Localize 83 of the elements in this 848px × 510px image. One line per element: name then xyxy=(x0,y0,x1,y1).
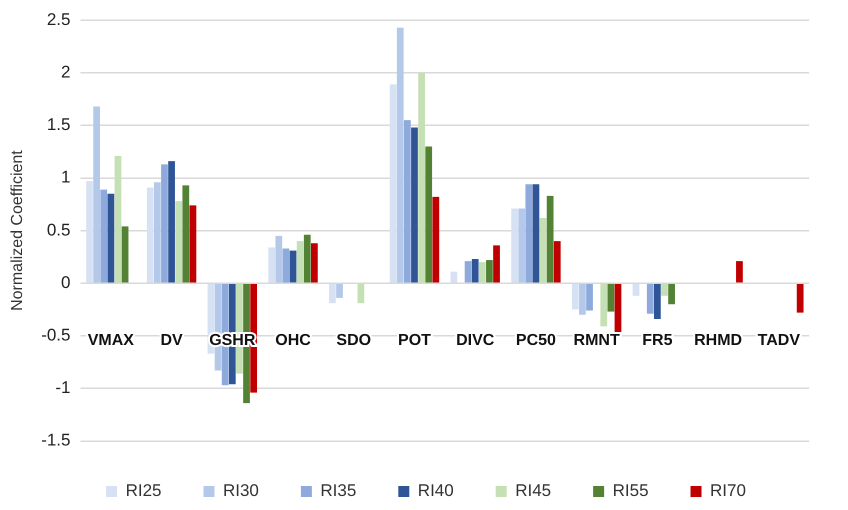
bar xyxy=(146,187,154,282)
bar xyxy=(282,248,290,282)
bar xyxy=(122,226,128,282)
bar xyxy=(486,260,493,282)
bar xyxy=(396,28,404,282)
x-tick-label: TADV xyxy=(758,332,800,350)
x-tick-label: VMAX xyxy=(88,332,134,350)
x-tick-label: RHMD xyxy=(694,332,742,350)
bar xyxy=(114,156,122,282)
bar xyxy=(493,245,500,282)
bar xyxy=(182,185,190,282)
y-axis-title: Normalized Coefficient xyxy=(9,150,26,311)
y-tick-label: 1 xyxy=(61,168,70,187)
bar xyxy=(418,72,425,282)
x-tick-label: RMNT xyxy=(574,332,620,350)
legend-label: RI70 xyxy=(710,481,746,500)
x-tick-label: DIVC xyxy=(456,332,495,350)
bar xyxy=(357,284,364,304)
x-tick-label: POT xyxy=(398,332,432,350)
y-tick-label: 2 xyxy=(61,62,70,82)
bar xyxy=(450,272,458,282)
bar xyxy=(290,250,296,282)
legend-label: RI45 xyxy=(515,481,552,500)
x-tick-label: SDO xyxy=(336,332,372,350)
legend-label: RI30 xyxy=(222,481,259,500)
bar xyxy=(336,284,343,298)
x-tick-label: DV xyxy=(160,332,184,350)
bar xyxy=(168,161,175,282)
bar xyxy=(546,196,554,282)
bar xyxy=(579,284,586,315)
bar xyxy=(600,284,608,326)
bar xyxy=(93,106,100,282)
bar xyxy=(540,218,546,282)
bar xyxy=(796,284,804,313)
y-tick-label: 0 xyxy=(61,272,70,292)
bar xyxy=(154,182,161,282)
bar xyxy=(572,284,579,310)
bar xyxy=(632,284,640,296)
bar xyxy=(86,181,93,282)
bar xyxy=(310,243,318,282)
bar xyxy=(432,196,440,282)
bar xyxy=(390,84,397,282)
bar xyxy=(275,236,282,282)
bar xyxy=(411,128,418,282)
bar xyxy=(107,194,114,282)
bar xyxy=(646,284,654,314)
x-tick-label: PC50 xyxy=(516,332,556,350)
y-tick-label: -1 xyxy=(55,378,70,398)
bar xyxy=(607,284,614,312)
legend-label: RI40 xyxy=(418,481,454,500)
bar xyxy=(554,241,561,282)
y-tick-label: -0.5 xyxy=(41,325,70,344)
bar xyxy=(736,261,743,282)
bar xyxy=(100,190,108,282)
y-tick-label: -1.5 xyxy=(41,430,70,450)
bar xyxy=(525,184,532,282)
bar xyxy=(532,184,540,282)
x-tick-label: OHC xyxy=(275,332,312,350)
legend-label: RI35 xyxy=(320,481,356,500)
legend-label: RI25 xyxy=(126,481,162,500)
bar xyxy=(586,284,593,311)
bar xyxy=(518,208,526,282)
y-tick-label: 0.5 xyxy=(46,220,70,240)
bar xyxy=(268,247,276,282)
y-tick-label: 1.5 xyxy=(46,115,70,134)
bar xyxy=(304,234,311,282)
bar xyxy=(464,261,472,282)
bar xyxy=(296,241,304,282)
legend-label: RI55 xyxy=(612,481,649,500)
bar xyxy=(661,284,668,296)
bar xyxy=(654,284,661,319)
bar xyxy=(472,259,479,282)
bar xyxy=(161,164,168,282)
x-tick-label: FR5 xyxy=(642,332,673,350)
bar xyxy=(329,284,336,304)
bar xyxy=(511,208,518,282)
bar xyxy=(478,262,486,282)
bar xyxy=(190,205,196,282)
y-tick-label: 2.5 xyxy=(46,10,70,29)
bar xyxy=(668,284,675,304)
bar xyxy=(425,146,432,282)
bar xyxy=(404,120,411,282)
bar xyxy=(175,201,182,282)
